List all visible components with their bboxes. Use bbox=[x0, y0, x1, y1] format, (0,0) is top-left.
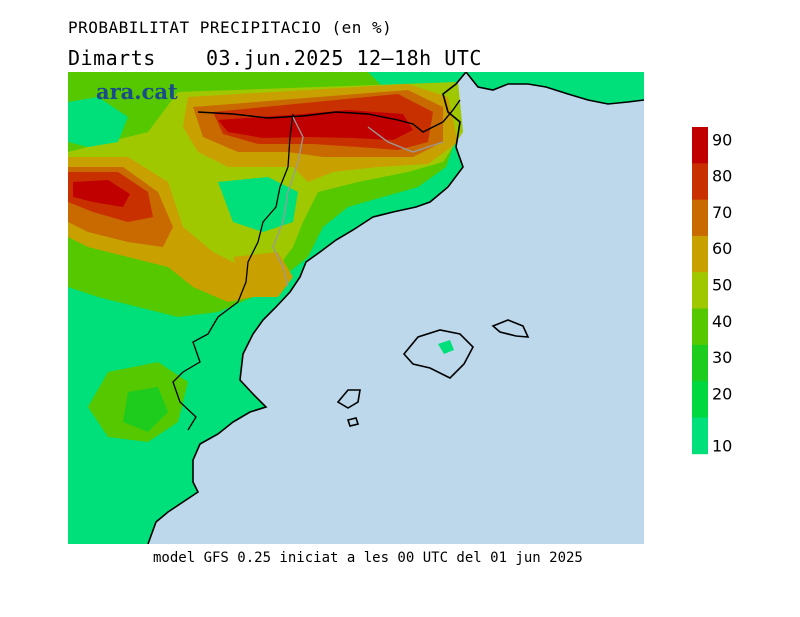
brand-logo: ara.cat bbox=[96, 79, 178, 104]
legend-label: 60 bbox=[712, 239, 732, 258]
legend-label: 80 bbox=[712, 167, 732, 186]
formentera bbox=[346, 417, 360, 427]
forecast-hours: 12‒18h UTC bbox=[356, 46, 482, 70]
france-land bbox=[466, 72, 644, 104]
ibiza bbox=[336, 389, 361, 409]
france-spain-border bbox=[197, 99, 461, 133]
internal-border bbox=[272, 116, 304, 288]
legend-label: 20 bbox=[712, 384, 732, 403]
balearic-islands bbox=[336, 319, 530, 427]
legend-label: 10 bbox=[712, 437, 732, 456]
forecast-date: 03.jun.2025 bbox=[205, 46, 344, 70]
color-legend: 90 80 70 60 50 40 30 20 10 bbox=[692, 127, 732, 456]
menorca bbox=[491, 319, 530, 338]
forecast-period: Dimarts 03.jun.2025 12‒18h UTC bbox=[68, 46, 482, 70]
legend-labels: 90 80 70 60 50 40 30 20 10 bbox=[712, 130, 732, 455]
mallorca-rain bbox=[438, 340, 454, 354]
legend-label: 90 bbox=[712, 130, 732, 149]
legend-swatch bbox=[692, 199, 708, 237]
legend-swatches bbox=[692, 127, 708, 455]
legend-swatch bbox=[692, 127, 708, 164]
precipitation-map: ara.cat bbox=[68, 72, 644, 544]
legend-label: 70 bbox=[712, 203, 732, 222]
regional-border bbox=[172, 113, 294, 431]
legend-swatch bbox=[692, 381, 708, 418]
legend-label: 50 bbox=[712, 276, 732, 295]
legend-swatch bbox=[692, 163, 708, 201]
coastline bbox=[147, 72, 467, 544]
legend-swatch bbox=[692, 272, 708, 309]
legend-label: 30 bbox=[712, 348, 732, 367]
legend-swatch bbox=[692, 308, 708, 346]
model-footnote: model GFS 0.25 iniciat a les 00 UTC del … bbox=[153, 550, 583, 566]
probability-contours bbox=[68, 72, 463, 442]
mallorca bbox=[402, 329, 474, 379]
french-coastline bbox=[465, 72, 644, 105]
internal-border-east bbox=[367, 126, 444, 153]
legend-swatch bbox=[692, 417, 708, 455]
legend-label: 40 bbox=[712, 312, 732, 331]
legend-swatch bbox=[692, 344, 708, 382]
legend-swatch bbox=[692, 235, 708, 273]
chart-title: PROBABILITAT PRECIPITACIO (en %) bbox=[68, 18, 393, 37]
forecast-day: Dimarts bbox=[68, 46, 156, 70]
